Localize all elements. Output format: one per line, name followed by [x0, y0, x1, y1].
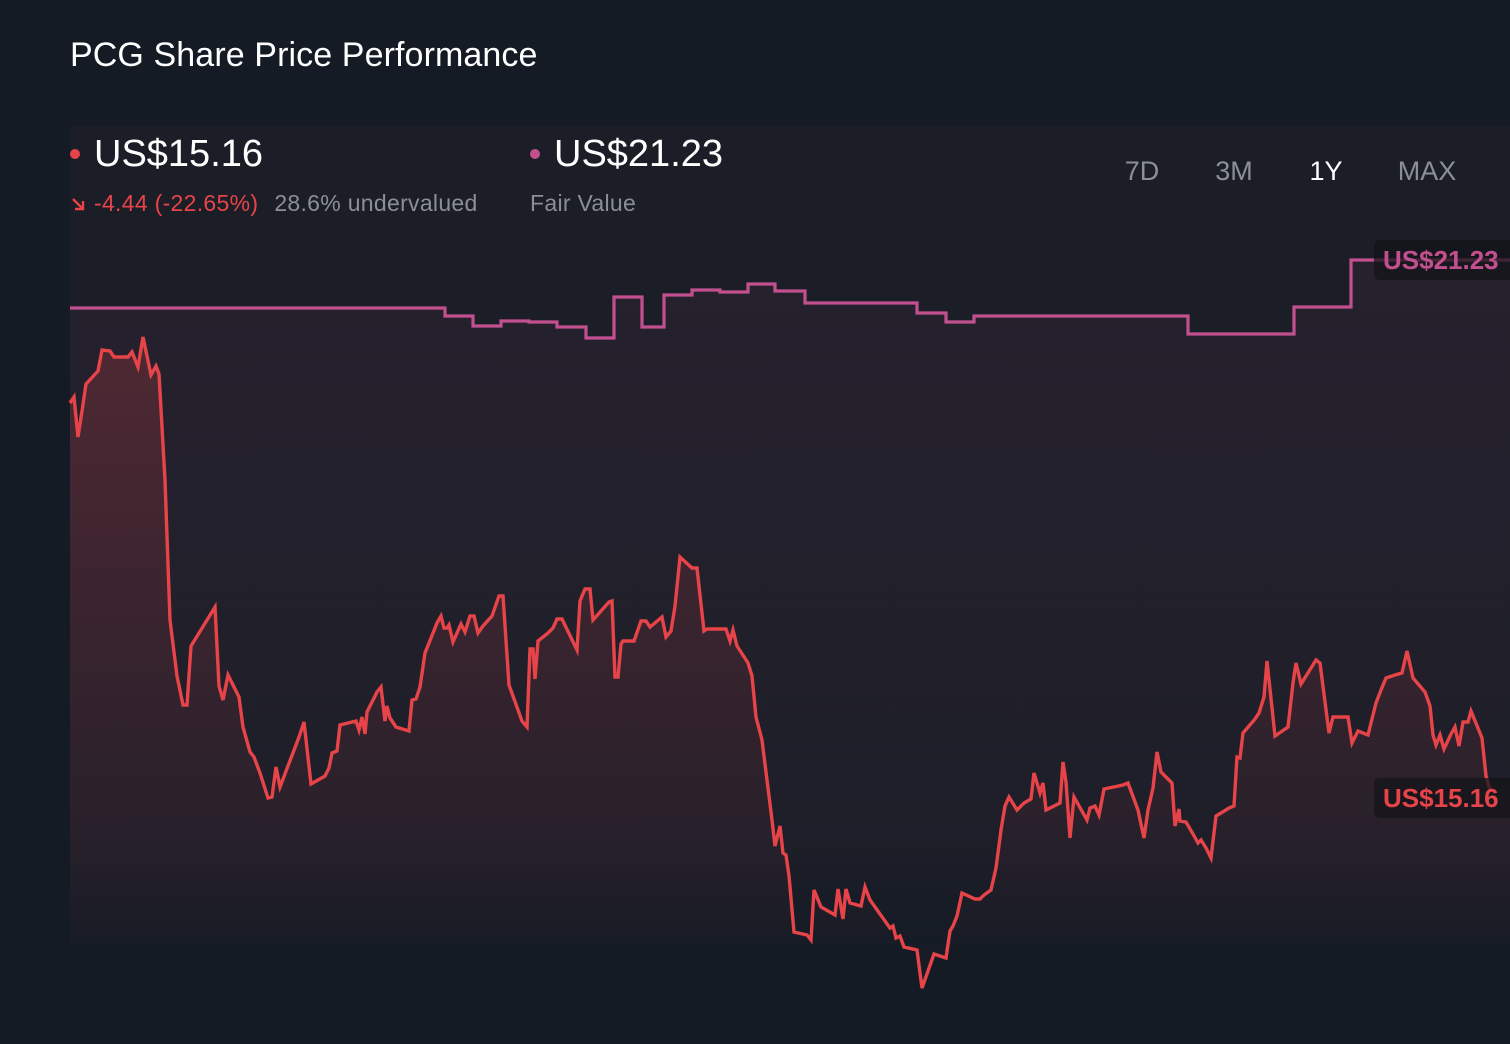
- tab-1y[interactable]: 1Y: [1309, 156, 1343, 186]
- fair-value-label: Fair Value: [530, 190, 637, 216]
- tab-7d[interactable]: 7D: [1124, 156, 1160, 186]
- fair-value-end-label: US$21.23: [1374, 240, 1510, 280]
- price-change: -4.44 (-22.65%): [70, 190, 258, 217]
- chart-title: PCG Share Price Performance: [70, 36, 538, 74]
- fair-value-amount: US$21.23: [554, 133, 724, 175]
- price-change-value: -4.44 (-22.65%): [94, 190, 259, 216]
- valuation-status: 28.6% undervalued: [274, 190, 478, 216]
- fair-value-series-dot-icon: [530, 149, 540, 159]
- fair-value-line: [70, 258, 1510, 340]
- price-end-label: US$15.16: [1374, 778, 1510, 818]
- price-series-dot-icon: [70, 149, 80, 159]
- current-price-value: US$15.16: [94, 133, 264, 175]
- fair-value-legend: US$21.23 Fair Value: [530, 132, 723, 217]
- price-line: [68, 336, 1492, 989]
- tab-3m[interactable]: 3M: [1215, 156, 1253, 186]
- price-legend: US$15.16 -4.44 (-22.65%) 28.6% undervalu…: [70, 132, 478, 217]
- arrow-down-right-icon: [72, 197, 85, 210]
- tab-max[interactable]: MAX: [1397, 156, 1457, 186]
- price-area: [70, 337, 1510, 988]
- time-range-tabs: 7D 3M 1Y MAX: [1096, 156, 1482, 187]
